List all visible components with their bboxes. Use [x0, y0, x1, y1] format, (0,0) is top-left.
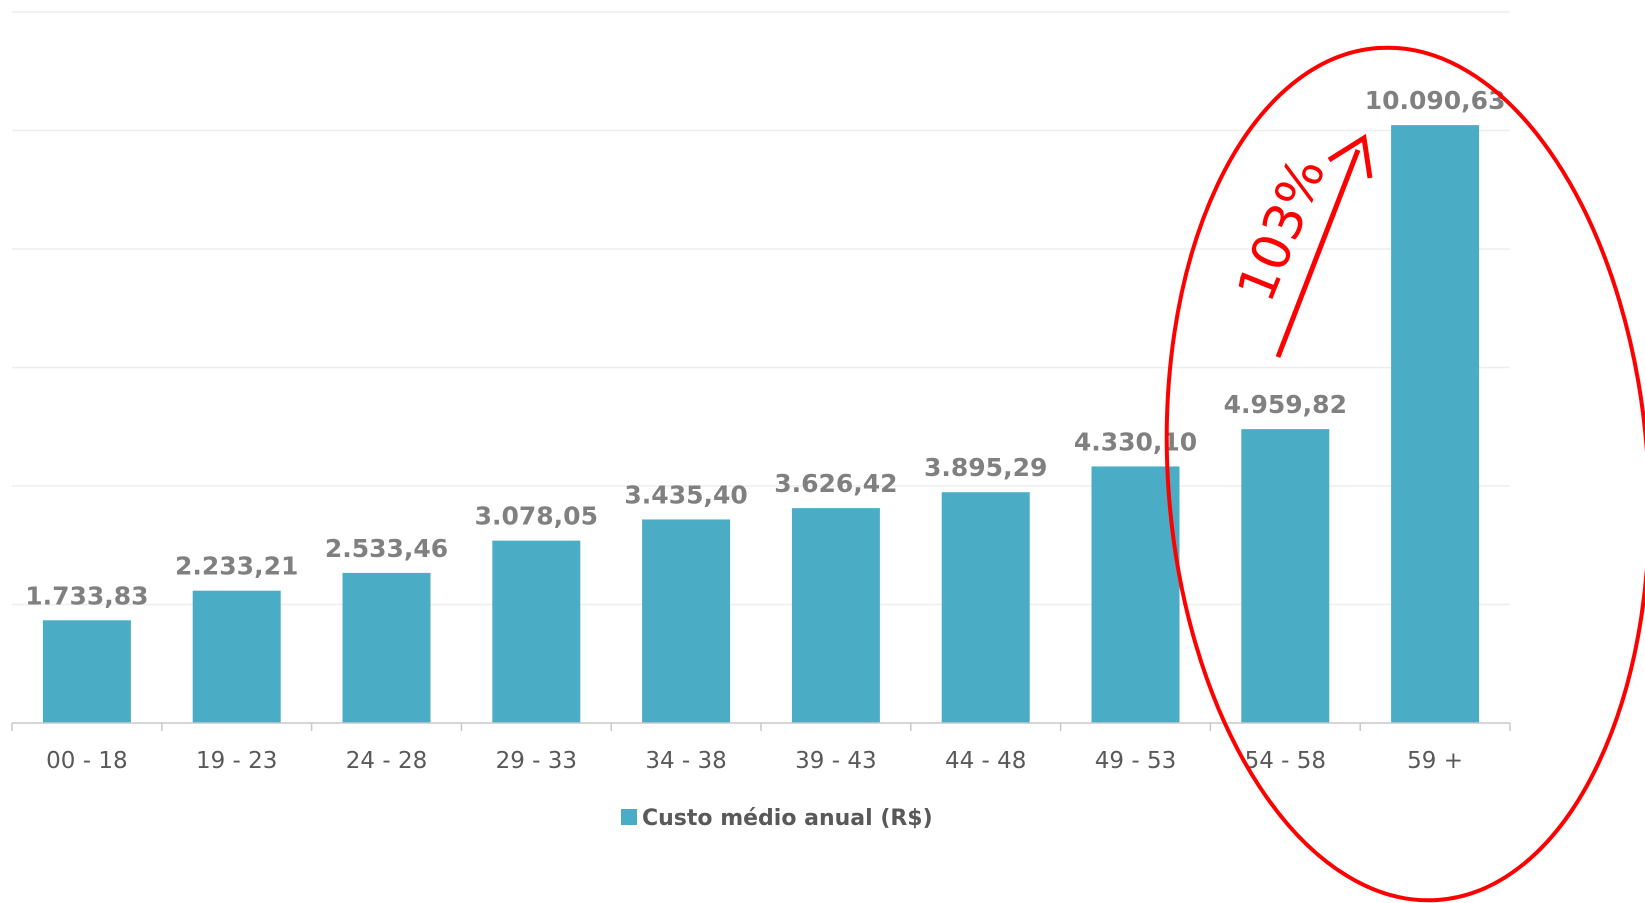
- x-tick-label: 59 +: [1407, 748, 1463, 774]
- bar: [791, 508, 880, 723]
- bar: [342, 572, 431, 723]
- bars: 1.733,83 2.233,21 2.533,46 3.078,05 3.435,40…: [25, 86, 1505, 723]
- legend-swatch: [621, 809, 637, 825]
- growth-arrow-line: [1275, 149, 1361, 358]
- legend: Custo médio anual (R$): [621, 806, 933, 831]
- bar: [192, 590, 281, 723]
- bar: [642, 519, 731, 723]
- bar: [492, 540, 581, 723]
- bar-value-label: 3.078,05: [475, 502, 598, 531]
- legend-label: Custo médio anual (R$): [642, 806, 933, 831]
- x-tick-label: 29 - 33: [496, 748, 577, 774]
- x-tick-label: 39 - 43: [795, 748, 876, 774]
- x-tick-label: 00 - 18: [46, 748, 127, 774]
- bar-value-label: 10.090,63: [1365, 86, 1506, 115]
- x-tick-label: 34 - 38: [645, 748, 726, 774]
- bar-value-label: 3.435,40: [624, 480, 747, 509]
- bar-value-label: 1.733,83: [25, 581, 148, 610]
- bar-value-label: 2.233,21: [175, 552, 298, 581]
- x-tick-label: 24 - 28: [346, 748, 427, 774]
- bar-value-label: 4.330,10: [1074, 427, 1197, 456]
- x-tick-label: 44 - 48: [945, 748, 1026, 774]
- x-axis: 00 - 18 19 - 23 24 - 28 29 - 33 34 - 38 39 - …: [11, 722, 1511, 774]
- bar: [941, 492, 1030, 723]
- x-tick-label: 49 - 53: [1095, 748, 1176, 774]
- bar: [1091, 466, 1180, 723]
- bar: [1391, 125, 1480, 723]
- bar: [1241, 429, 1330, 723]
- bar: [42, 620, 131, 723]
- bar-value-label: 3.895,29: [924, 453, 1047, 482]
- bar-value-label: 2.533,46: [325, 534, 448, 563]
- highlight-ellipse: [1164, 45, 1645, 903]
- bar-value-label: 4.959,82: [1224, 390, 1347, 419]
- bar-value-label: 3.626,42: [774, 469, 897, 498]
- x-tick-label: 19 - 23: [196, 748, 277, 774]
- growth-arrow-head: [1327, 133, 1373, 179]
- x-tick-label: 54 - 58: [1245, 748, 1326, 774]
- growth-percent-label: 103%: [1226, 150, 1337, 310]
